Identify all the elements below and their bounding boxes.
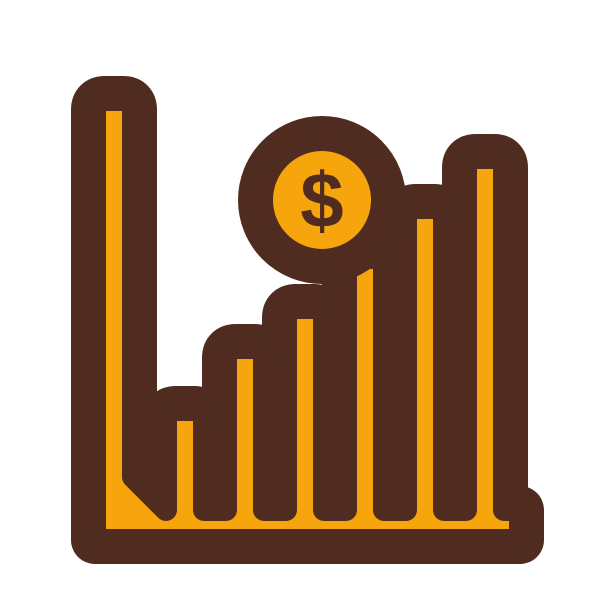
dollar-sign: $ xyxy=(300,156,343,244)
chart-svg: $ xyxy=(0,0,600,600)
finance-growth-chart-icon: $ xyxy=(0,0,600,600)
